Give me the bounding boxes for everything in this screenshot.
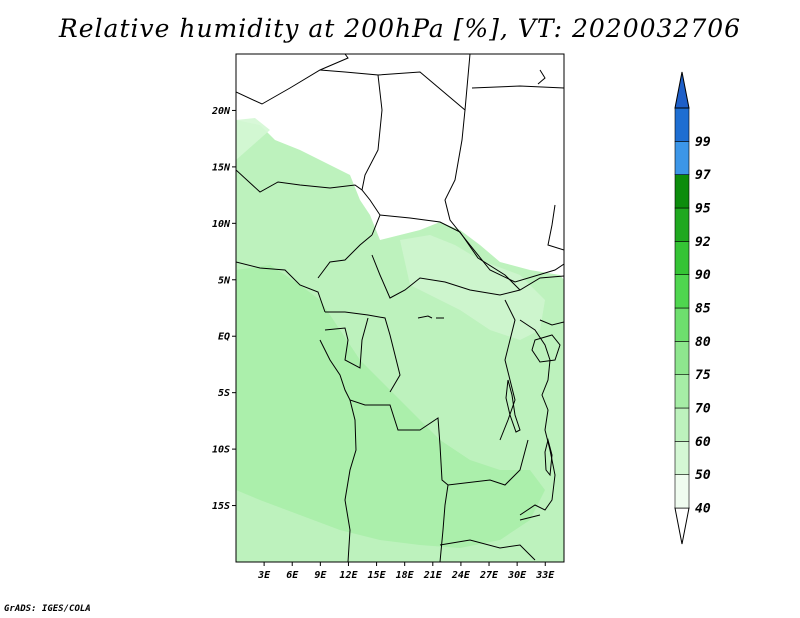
colorbar-swatch	[674, 274, 690, 309]
border-line-14	[439, 484, 449, 562]
lat-tick-label: 5S	[218, 388, 230, 399]
lat-tick-label: 15S	[212, 501, 230, 512]
colorbar-label: 50	[695, 468, 711, 483]
colorbar-label: 80	[695, 335, 711, 350]
colorbar-swatch	[674, 441, 690, 475]
border-line-13	[344, 399, 357, 562]
colorbar-label: 85	[695, 302, 711, 317]
border-line-12	[319, 339, 529, 486]
colorbar-label: 70	[695, 402, 711, 417]
lon-tick-label: 6E	[286, 570, 299, 581]
lake-fragment-1	[417, 315, 433, 319]
colorbar-upper-triangle	[674, 71, 690, 109]
chart-title: Relative humidity at 200hPa [%], VT: 202…	[58, 14, 742, 43]
colorbar-label: 95	[695, 202, 711, 217]
colorbar: 40 50 60 70 75 80 85 90 92 95 97 99	[674, 71, 711, 545]
lon-tick-label: 9E	[314, 570, 327, 581]
colorbar-label: 99	[695, 135, 711, 150]
colorbar-label: 90	[695, 268, 711, 283]
border-line-9	[236, 261, 326, 313]
lon-tick-label: 24E	[451, 570, 471, 581]
border-line-6	[317, 234, 373, 279]
colorbar-label: 97	[695, 168, 711, 183]
lon-tick-label: 15E	[368, 570, 387, 581]
lake-tanganyika-outline	[505, 379, 521, 433]
colorbar-label: 75	[695, 368, 711, 383]
border-line-1	[236, 54, 349, 105]
lon-tick-label: 12E	[339, 570, 358, 581]
lat-tick-label: 20N	[211, 106, 231, 117]
lon-tick-label: 30E	[507, 570, 527, 581]
lakes	[417, 69, 561, 521]
lat-tick-label: 10N	[212, 219, 231, 230]
latitude-ticks: 20N 15N 10N 5N EQ 5S 10S 15S	[211, 106, 236, 512]
lake-fragment-3	[519, 514, 541, 521]
colorbar-label: 40	[695, 502, 711, 517]
lake-victoria-outline	[531, 334, 561, 363]
colorbar-swatch	[674, 207, 690, 242]
border-line-20	[547, 204, 564, 251]
border-line-10	[325, 311, 401, 393]
lon-tick-label: 18E	[396, 570, 415, 581]
border-line-7	[379, 214, 521, 291]
lon-tick-label: 21E	[423, 570, 443, 581]
colorbar-swatch	[674, 341, 690, 375]
lat-tick-label: 15N	[212, 162, 231, 173]
colorbar-lower-triangle	[674, 507, 690, 545]
colorbar-swatch	[674, 407, 690, 442]
border-line-17	[519, 319, 556, 516]
colorbar-label: 92	[695, 235, 711, 250]
country-borders	[236, 54, 564, 562]
colorbar-swatch	[674, 474, 690, 509]
lon-tick-label: 33E	[535, 570, 555, 581]
humidity-field	[236, 118, 564, 562]
colorbar-label: 60	[695, 435, 711, 450]
border-line-15	[439, 539, 536, 561]
colorbar-swatch	[674, 107, 690, 142]
border-line-11	[324, 317, 369, 369]
humidity-region-east	[400, 235, 545, 340]
colorbar-swatch	[674, 141, 690, 175]
colorbar-swatch	[674, 307, 690, 342]
lake-malawi-outline	[544, 438, 553, 477]
longitude-ticks: 3E 6E 9E 12E 15E 18E 21E 24E 27E 30E 33E	[257, 562, 555, 581]
colorbar-swatch	[674, 174, 690, 209]
map-frame	[235, 53, 565, 563]
lat-tick-label: 10S	[212, 445, 230, 456]
border-line-3	[377, 54, 471, 112]
humidity-region-north	[236, 118, 270, 160]
grads-credit: GrADS: IGES/COLA	[4, 604, 91, 614]
border-line-16	[499, 299, 516, 441]
colorbar-swatch	[674, 241, 690, 275]
lon-tick-label: 3E	[257, 570, 271, 581]
border-line-19	[471, 85, 564, 89]
lake-fragment-4	[537, 69, 546, 85]
lon-tick-label: 27E	[479, 570, 499, 581]
border-line-8	[371, 254, 564, 299]
border-line-18	[539, 319, 564, 326]
colorbar-swatch	[674, 374, 690, 409]
border-line-2	[319, 69, 383, 191]
lat-tick-label: 5N	[218, 275, 231, 286]
border-line-5	[236, 169, 381, 236]
lat-tick-label: EQ	[218, 332, 230, 343]
